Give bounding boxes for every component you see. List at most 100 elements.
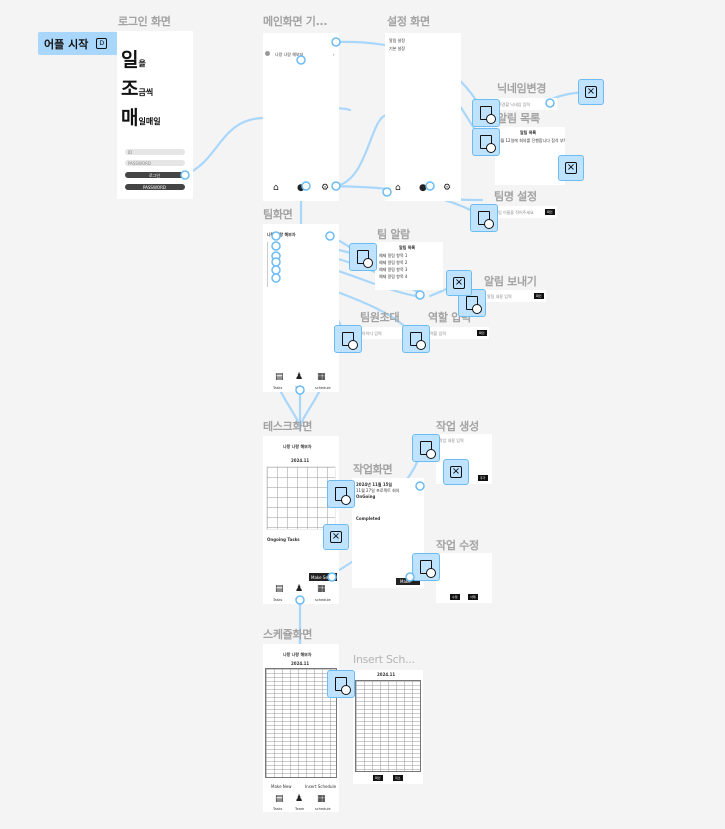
- schedule-team-name: 나랑 나랑 해보자: [283, 652, 312, 657]
- insert-confirm-label: 확인: [375, 776, 381, 780]
- login-button[interactable]: 로그인: [125, 172, 185, 178]
- invite-placeholder[interactable]: 아이디 입력: [362, 331, 382, 336]
- settings-row-1[interactable]: 알림 설정: [389, 38, 405, 43]
- label-nickname: 닉네임변경: [497, 82, 547, 95]
- id-field[interactable]: ID: [125, 149, 185, 155]
- role-placeholder[interactable]: 역할 입력: [430, 331, 446, 336]
- nav-team-label-3: Team: [295, 807, 305, 811]
- work-date: 2024년 11월 15일: [356, 482, 393, 487]
- settings-screen-frame: 알림 설정 기본 설정 ⌂ ● ⚙: [385, 33, 461, 201]
- open-overlay-icon[interactable]: [458, 289, 486, 317]
- open-overlay-icon[interactable]: [327, 480, 355, 508]
- open-overlay-icon[interactable]: [470, 204, 498, 232]
- schedule-grid[interactable]: [265, 668, 337, 778]
- open-overlay-icon[interactable]: [402, 325, 430, 353]
- login-button-label: 로그인: [149, 173, 161, 178]
- schedule-make-new[interactable]: Make New: [271, 784, 292, 789]
- label-create-work: 작업 생성: [436, 420, 479, 433]
- settings-row-2[interactable]: 기본 설정: [389, 46, 405, 51]
- password-field[interactable]: PASSWORD: [125, 160, 185, 166]
- tasks-icon-2[interactable]: ▤: [275, 584, 284, 594]
- close-overlay-icon[interactable]: ×: [578, 79, 604, 105]
- task-team-name: 나랑 나랑 해보자: [283, 444, 312, 449]
- team-setting-confirm[interactable]: 확인: [545, 209, 555, 215]
- close-overlay-icon[interactable]: ×: [443, 459, 469, 485]
- work-make-label: Make: [400, 579, 411, 584]
- insert-confirm[interactable]: 확인: [373, 775, 383, 781]
- send-alarm-popup: 알림 내용 입력 확인: [484, 290, 546, 302]
- send-alarm-placeholder[interactable]: 알림 내용 입력: [487, 294, 512, 299]
- team-icon-2[interactable]: ♟: [295, 584, 304, 594]
- close-overlay-icon[interactable]: ×: [323, 524, 349, 550]
- schedule-insert[interactable]: Insert Schedule: [305, 784, 337, 789]
- team-setting-placeholder[interactable]: 팀 이름을 적어주세요: [498, 210, 534, 215]
- schedule-icon[interactable]: ▦: [317, 372, 326, 382]
- nav-schedule-label: schedule: [315, 386, 331, 390]
- nickname-confirm[interactable]: [548, 101, 554, 106]
- open-overlay-icon[interactable]: [412, 553, 440, 581]
- invite-popup: 아이디 입력: [359, 327, 403, 339]
- home-icon-2[interactable]: ⌂: [395, 183, 401, 193]
- nickname-placeholder[interactable]: 변경할 닉네임 입력: [498, 102, 530, 107]
- tasks-icon-3[interactable]: ▤: [275, 794, 284, 804]
- team-screen-frame: 나랑 나랑 해보자 ▤ ♟ ▦ Tasks Team schedule: [263, 224, 339, 392]
- label-login: 로그인 화면: [118, 15, 171, 28]
- schedule-month: 2024.11: [291, 661, 310, 666]
- label-main: 메인화면 기...: [263, 15, 328, 28]
- task-screen-frame: 나랑 나랑 해보자 2024.11 Ongoing Tasks Make Se.…: [263, 436, 339, 604]
- add-team-icon[interactable]: ●: [297, 183, 305, 193]
- edit-work-save[interactable]: 수정: [450, 594, 460, 600]
- open-overlay-icon[interactable]: [349, 243, 377, 271]
- alarm-popup-item: 3월 12일에 회의를 진행합니다 참석 부탁드립니다: [498, 138, 565, 143]
- label-insert-schedule: Insert Sch...: [353, 653, 415, 666]
- slogan-big-1: 일: [121, 49, 139, 71]
- add-team-icon-2[interactable]: ●: [419, 183, 427, 193]
- team-alarm-popup: 알림 목록 예제 알림 항목 1 예제 알림 항목 2 예제 알림 항목 3 예…: [375, 242, 443, 290]
- open-overlay-icon[interactable]: [472, 128, 500, 156]
- edit-work-delete[interactable]: 삭제: [468, 594, 478, 600]
- slogan-small-2: 금씩: [138, 88, 154, 97]
- settings-icon[interactable]: ⚙: [321, 183, 330, 193]
- send-alarm-confirm[interactable]: 확인: [534, 293, 544, 299]
- create-work-placeholder[interactable]: 작업 내용 입력: [439, 438, 464, 443]
- insert-grid[interactable]: [355, 680, 421, 772]
- main-team-item[interactable]: 나랑 나랑 해보자: [275, 52, 304, 57]
- nav-schedule-label-2: schedule: [315, 598, 331, 602]
- open-overlay-icon[interactable]: [334, 325, 362, 353]
- edit-work-delete-label: 삭제: [470, 595, 476, 599]
- close-overlay-icon[interactable]: ×: [446, 270, 472, 296]
- team-alarm-item-4: 예제 알림 항목 4: [379, 274, 408, 279]
- schedule-icon-2[interactable]: ▦: [317, 584, 326, 594]
- start-app-button[interactable]: 어플 시작 D: [38, 32, 118, 55]
- team-avatar: [265, 51, 270, 56]
- schedule-icon-3[interactable]: ▦: [317, 794, 326, 804]
- role-confirm[interactable]: 확인: [477, 330, 487, 336]
- password-placeholder: PASSWORD: [128, 161, 151, 166]
- task-ongoing-label: Ongoing Tasks: [267, 537, 300, 542]
- signup-button[interactable]: PASSWORD: [125, 184, 185, 190]
- insert-cancel[interactable]: 취소: [393, 775, 403, 781]
- settings-icon-2[interactable]: ⚙: [443, 183, 452, 193]
- create-work-add[interactable]: 추가: [478, 475, 488, 481]
- open-overlay-icon[interactable]: [472, 99, 500, 127]
- tasks-icon[interactable]: ▤: [275, 372, 284, 382]
- signup-button-label: PASSWORD: [143, 185, 166, 190]
- label-send-alarm: 알림 보내기: [484, 275, 537, 288]
- nav-tasks-label: Tasks: [273, 386, 283, 390]
- home-icon[interactable]: ⌂: [273, 183, 279, 193]
- make-schedule-button[interactable]: Make Se...: [309, 573, 337, 581]
- task-calendar[interactable]: [266, 466, 336, 530]
- slogan-big-3: 매: [121, 107, 139, 129]
- label-task-screen: 테스크화면: [263, 420, 313, 433]
- id-placeholder: ID: [128, 150, 133, 155]
- open-overlay-icon[interactable]: [327, 670, 355, 698]
- alarm-popup-title: 알림 목록: [520, 130, 537, 135]
- create-work-add-label: 추가: [480, 476, 486, 480]
- close-overlay-icon[interactable]: ×: [558, 155, 584, 181]
- team-icon[interactable]: ♟: [295, 372, 304, 382]
- label-team-setting: 팀명 설정: [494, 190, 537, 203]
- insert-month: 2024.11: [377, 672, 396, 677]
- open-overlay-icon[interactable]: [412, 434, 440, 462]
- work-ongoing: OnGoing: [356, 494, 376, 499]
- team-icon-3[interactable]: ♟: [295, 794, 304, 804]
